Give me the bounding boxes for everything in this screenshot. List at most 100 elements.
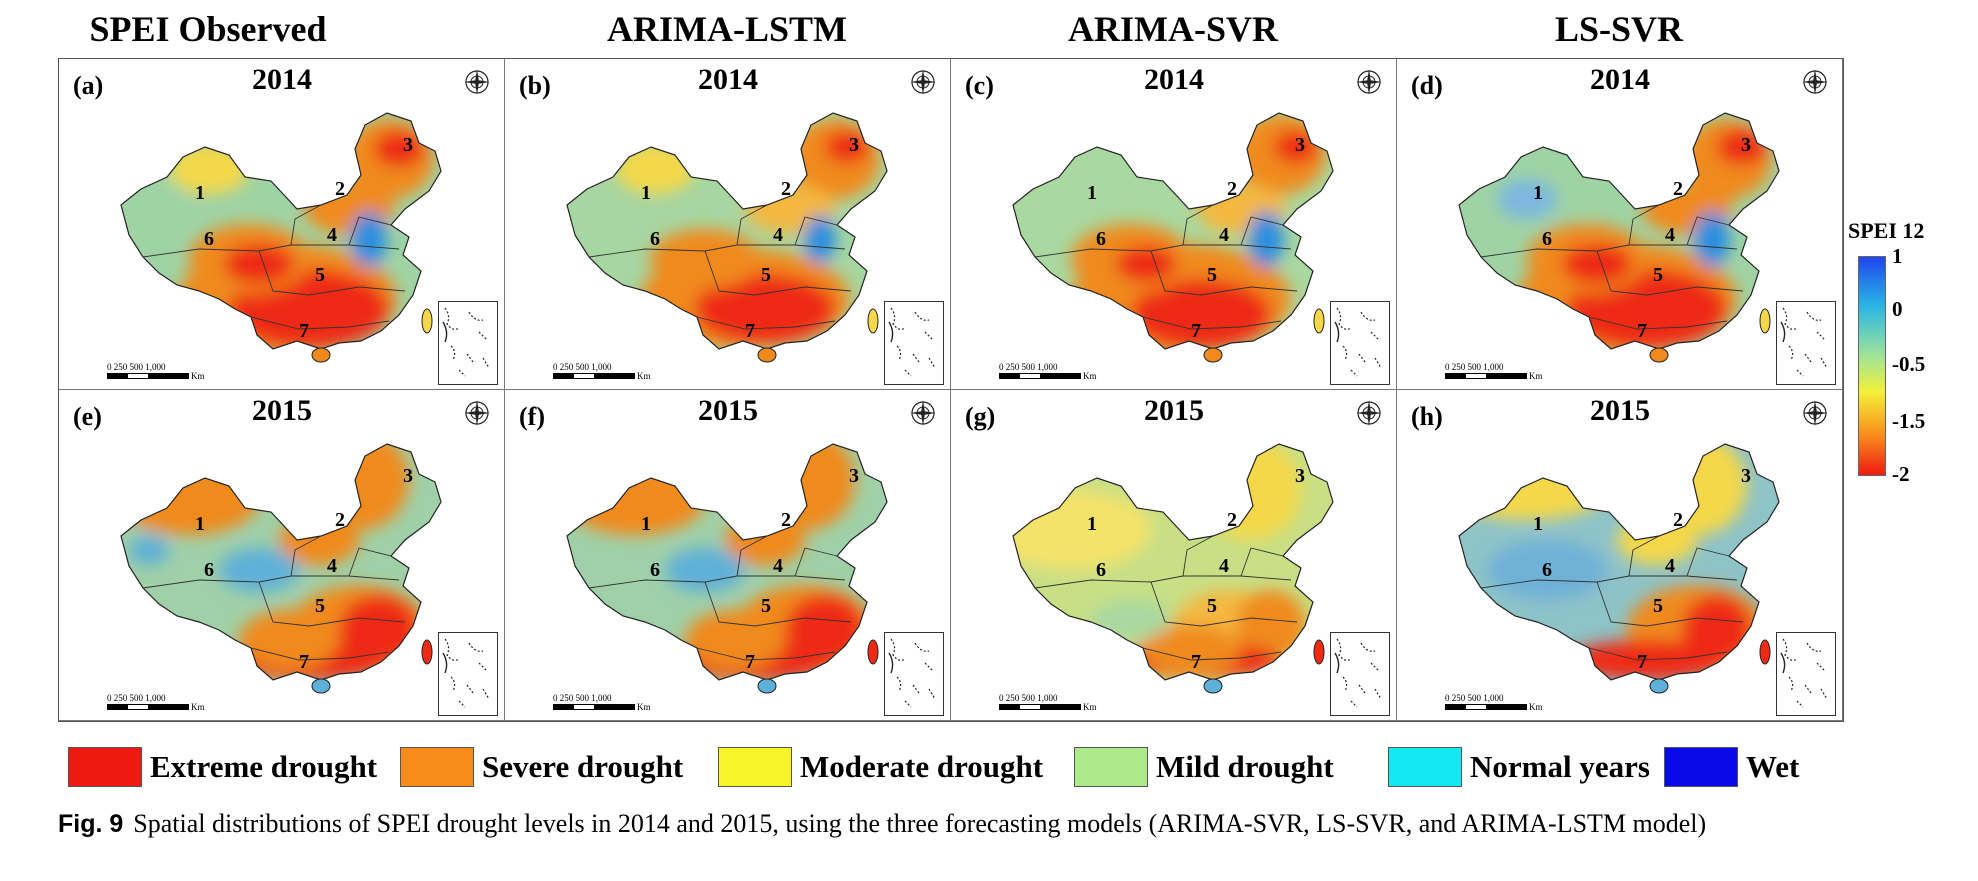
taiwan-island [1759, 639, 1771, 665]
china-drought-map: 1 2 3 45 6 7 [566, 112, 888, 363]
drought-area [615, 144, 695, 194]
region-number: 6 [1542, 559, 1552, 581]
region-boundary [1480, 244, 1738, 258]
region-boundary [142, 575, 400, 589]
south-china-sea-inset [438, 632, 498, 716]
legend-label: Extreme drought [150, 749, 378, 784]
scale-bar-unit: Km [1529, 371, 1543, 381]
hainan-island [1203, 347, 1223, 363]
map-panel: 1 2 3 4 5 6 7 (f) 2015 0 250 500 1,000 Km [505, 390, 951, 721]
map-panel: 1 2 3 4 5 6 7 (a) 2014 0 250 500 1,000 Km [59, 59, 505, 390]
scale-bar-graphic [553, 373, 635, 379]
hainan-island [1203, 678, 1223, 694]
region-number: 2 [1673, 509, 1683, 531]
drought-area [121, 179, 189, 239]
region-boundary [1182, 535, 1214, 577]
region-boundary [1142, 647, 1282, 661]
scale-bar-ticks: 0 250 500 1,000 [553, 693, 612, 703]
legend-item-mild: Mild drought [1074, 744, 1334, 790]
figure-caption: Fig. 9 Spatial distributions of SPEI drou… [58, 807, 1938, 841]
map-panel: 1 2 3 4 5 6 7 (d) 2014 0 250 500 1,000 Km [1397, 59, 1843, 390]
china-drought-map: 1 2 3 45 6 7 [1458, 112, 1780, 363]
panel-year: 2014 [1590, 63, 1650, 96]
taiwan-island [421, 639, 433, 665]
inset-map [1334, 638, 1382, 708]
drought-area [1201, 444, 1301, 540]
taiwan-island [421, 308, 433, 334]
south-china-sea-inset [1330, 301, 1390, 385]
region-number: 4 [1665, 224, 1675, 246]
legend-item-extreme: Extreme drought [68, 744, 377, 790]
region-number: 7 [745, 320, 755, 342]
drought-area [1459, 460, 1607, 520]
region-number: 2 [781, 178, 791, 200]
column-title-observed: SPEI Observed [89, 9, 327, 49]
scale-bar: 0 250 500 1,000 Km [107, 693, 205, 712]
region-number: 3 [1295, 134, 1305, 156]
region-number: 3 [403, 465, 413, 487]
taiwan-island [1313, 639, 1325, 665]
scale-bar-graphic [999, 704, 1081, 710]
region-number: 3 [849, 134, 859, 156]
panel-year: 2014 [252, 63, 312, 96]
panel-label: (h) [1411, 402, 1443, 431]
scale-bar: 0 250 500 1,000 Km [1445, 693, 1543, 712]
panel-year: 2014 [1144, 63, 1204, 96]
legend-item-normal: Normal years [1388, 744, 1650, 790]
region-number: 1 [641, 182, 651, 204]
colorbar-tick: -0.5 [1892, 352, 1926, 376]
region-number: 4 [327, 224, 337, 246]
region-number: 5 [315, 264, 325, 286]
region-number: 1 [1087, 182, 1097, 204]
drought-area [804, 215, 836, 263]
region-boundary [736, 204, 768, 246]
map-grid: 1 2 3 4 5 6 7 (a) 2014 0 250 500 1,000 Km 1 2 3 4 5 6 7 (b… [58, 58, 1844, 722]
scale-bar-unit: Km [191, 371, 205, 381]
region-boundary [1686, 216, 1730, 246]
region-boundary [348, 547, 392, 577]
drought-area [1617, 515, 1697, 565]
china-drought-map: 1 2 3 45 6 7 [120, 443, 442, 694]
region-boundary [704, 581, 852, 627]
inset-map [442, 307, 490, 377]
legend-label: Normal years [1470, 749, 1650, 784]
region-number: 2 [1227, 178, 1237, 200]
region-number: 5 [1653, 264, 1663, 286]
drought-area [1013, 490, 1151, 570]
region-boundary [290, 535, 322, 577]
region-number: 3 [1741, 134, 1751, 156]
region-number: 7 [299, 320, 309, 342]
scale-bar-unit: Km [637, 702, 651, 712]
taiwan-island [1313, 308, 1325, 334]
region-number: 2 [781, 509, 791, 531]
region-number: 5 [1207, 264, 1217, 286]
region-number: 2 [335, 178, 345, 200]
compass-icon [910, 69, 936, 95]
scale-bar-ticks: 0 250 500 1,000 [1445, 693, 1504, 703]
region-boundary [1596, 250, 1744, 296]
south-china-sea-inset [884, 632, 944, 716]
scale-bar: 0 250 500 1,000 Km [553, 693, 651, 712]
region-boundary [250, 647, 390, 661]
region-boundary [1034, 244, 1292, 258]
region-number: 7 [299, 651, 309, 673]
region-number: 5 [1207, 595, 1217, 617]
panel-label: (d) [1411, 71, 1443, 100]
south-china-sea-inset [1776, 632, 1836, 716]
region-number: 2 [1673, 178, 1683, 200]
panel-label: (g) [965, 402, 996, 431]
region-boundary [250, 316, 390, 330]
region-boundary [1480, 575, 1738, 589]
scale-bar-ticks: 0 250 500 1,000 [553, 362, 612, 372]
scale-bar-ticks: 0 250 500 1,000 [107, 362, 166, 372]
scale-bar-graphic [107, 704, 189, 710]
scale-bar-ticks: 0 250 500 1,000 [107, 693, 166, 703]
scale-bar-unit: Km [1529, 702, 1543, 712]
taiwan-island [867, 308, 879, 334]
hainan-island [757, 347, 777, 363]
region-boundary [736, 535, 768, 577]
region-number: 3 [849, 465, 859, 487]
column-title-ls-svr: LS-SVR [1554, 9, 1684, 49]
china-drought-map: 1 2 3 45 6 7 [1012, 443, 1334, 694]
scale-bar-unit: Km [191, 702, 205, 712]
